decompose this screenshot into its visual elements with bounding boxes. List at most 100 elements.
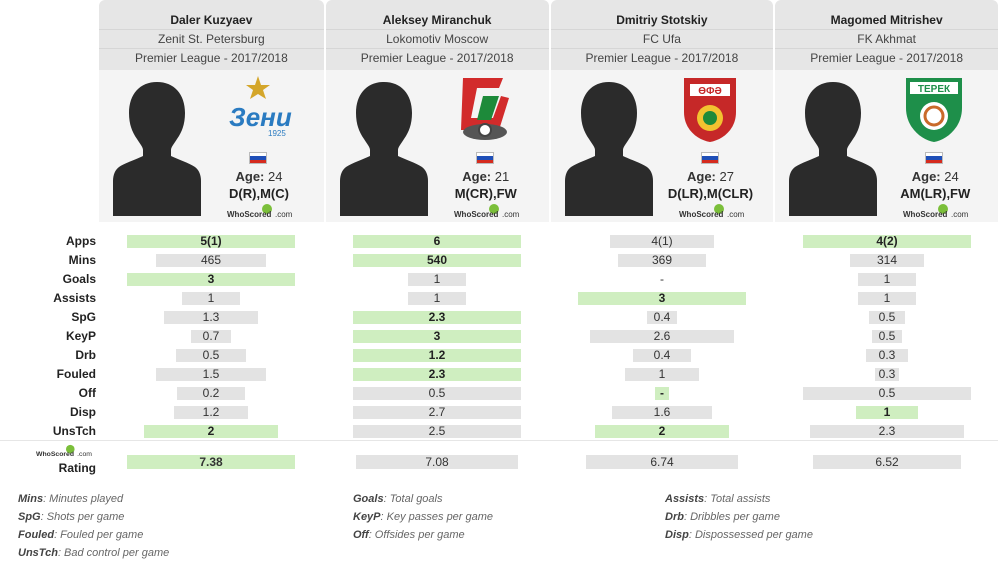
player-age: Age: 24 — [911, 169, 959, 184]
stat-value: 1 — [658, 367, 666, 381]
stat-label: Fouled — [56, 367, 96, 381]
ws-prefix: WhoScored — [454, 210, 499, 219]
player-name[interactable]: Dmitriy Stotskiy — [616, 13, 708, 27]
stat-label: Assists — [53, 291, 96, 305]
player-team[interactable]: Lokomotiv Moscow — [325, 29, 549, 48]
player-silhouette-icon — [339, 76, 428, 216]
player-card: Age: 21 M(CR),FW WhoScored .com — [325, 70, 549, 222]
stat-value: 1.6 — [653, 405, 671, 419]
stat-value: 2 — [658, 424, 666, 438]
stat-cell: 0.5 — [325, 384, 549, 403]
stat-label: Mins — [68, 253, 96, 267]
stat-cell: 1.2 — [325, 346, 549, 365]
akhmat-logo-icon[interactable]: ТЕРЕК — [900, 74, 968, 144]
stat-cell: 3 — [550, 289, 774, 308]
player-name[interactable]: Aleksey Miranchuk — [382, 13, 492, 27]
stat-value: 3 — [433, 329, 441, 343]
stat-cell: 2 — [550, 422, 774, 441]
stat-row: Apps 5(1) 6 4(1) 4(2) — [0, 232, 998, 251]
stat-label: Apps — [66, 234, 96, 248]
legend-item: Off: Offsides per game — [353, 529, 465, 541]
stat-row: KeyP 0.7 3 2.6 0.5 — [0, 327, 998, 346]
stat-cell: 1 — [325, 289, 549, 308]
player-team[interactable]: FK Akhmat — [775, 29, 998, 48]
stat-value: 1 — [883, 291, 891, 305]
player-header: Aleksey Miranchuk Lokomotiv Moscow Premier… — [325, 0, 549, 70]
rating-value: 6.52 — [875, 455, 899, 469]
stat-cell: 2.3 — [325, 365, 549, 384]
legend-item: Disp: Dispossessed per game — [665, 529, 813, 541]
stat-cell: 1 — [325, 270, 549, 289]
stat-cell: 1 — [550, 365, 774, 384]
rating-row: WhoScored .com Rating 7.38 7.08 6.74 6.52 — [0, 440, 998, 478]
stat-value: 1.5 — [202, 367, 220, 381]
player-column: Aleksey Miranchuk Lokomotiv Moscow Premier… — [323, 0, 549, 228]
player-team[interactable]: Zenit St. Petersburg — [99, 29, 324, 48]
player-team[interactable]: FC Ufa — [550, 29, 774, 48]
stat-bar — [618, 254, 706, 267]
stat-cell: 1.3 — [99, 308, 323, 327]
stat-value: 2.3 — [428, 310, 446, 324]
stat-bar — [182, 292, 240, 305]
stat-cell: 0.5 — [99, 346, 323, 365]
stat-value: 0.4 — [653, 310, 671, 324]
player-name[interactable]: Magomed Mitrishev — [830, 13, 943, 27]
ws-prefix: WhoScored — [227, 210, 272, 219]
stat-bar — [174, 406, 248, 419]
player-silhouette-icon — [789, 76, 878, 216]
stat-cell: 540 — [325, 251, 549, 270]
stat-bar — [633, 349, 691, 362]
stat-bar — [809, 425, 965, 438]
rating-value: 6.74 — [650, 455, 674, 469]
player-name[interactable]: Daler Kuzyaev — [170, 13, 253, 27]
stat-bar — [177, 387, 245, 400]
stat-cell: 1.5 — [99, 365, 323, 384]
whoscored-logo-icon: WhoScored .com — [679, 203, 749, 219]
stat-value: 1.3 — [202, 310, 220, 324]
stat-bar — [803, 235, 971, 248]
stat-cell: 0.3 — [775, 346, 998, 365]
stat-bar — [611, 406, 713, 419]
player-positions: M(CR),FW — [454, 186, 517, 201]
stat-value: 3 — [658, 291, 666, 305]
stat-label: UnsTch — [52, 424, 96, 438]
stat-bar — [594, 425, 730, 438]
stat-cell: 0.5 — [775, 384, 998, 403]
zenit-logo-icon[interactable]: Зенит1925 — [224, 74, 315, 144]
stat-bar — [353, 406, 521, 419]
stat-cell: 3 — [99, 270, 323, 289]
stat-cell: 2.7 — [325, 403, 549, 422]
stat-label: SpG — [71, 310, 96, 324]
russia-flag-icon — [475, 152, 494, 164]
ws-suffix: .com — [727, 210, 745, 219]
lokomotiv-logo-icon[interactable] — [451, 74, 519, 144]
rating-bar — [127, 455, 295, 469]
stat-bar — [578, 292, 746, 305]
stat-row: Mins 465 540 369 314 — [0, 251, 998, 270]
stat-label: Disp — [69, 405, 96, 419]
player-age: Age: 21 — [462, 169, 510, 184]
ufa-logo-icon[interactable]: ӨФӘ — [676, 74, 744, 144]
stat-cell: 4(2) — [775, 232, 998, 251]
stat-cell: 0.7 — [99, 327, 323, 346]
stat-row: UnsTch 2 2.5 2 2.3 — [0, 422, 998, 441]
ws-prefix: WhoScored — [903, 210, 948, 219]
player-header: Dmitriy Stotskiy FC Ufa Premier League - 2… — [550, 0, 774, 70]
stat-value: 369 — [651, 253, 673, 267]
stat-row: Assists 1 1 3 1 — [0, 289, 998, 308]
stat-value: 0.5 — [878, 310, 896, 324]
stat-value: 2.3 — [878, 424, 896, 438]
stat-bar — [155, 368, 267, 381]
stat-label: Goals — [62, 272, 96, 286]
stat-value: 314 — [876, 253, 898, 267]
rating-value: 7.08 — [425, 455, 449, 469]
legend-item: Fouled: Fouled per game — [18, 529, 144, 541]
stat-bar — [866, 349, 908, 362]
stat-value: 0.5 — [428, 386, 446, 400]
stat-value: 4(1) — [651, 234, 673, 248]
player-positions: D(LR),M(CLR) — [667, 186, 754, 201]
player-header: Magomed Mitrishev FK Akhmat Premier League… — [775, 0, 998, 70]
stat-bar — [875, 368, 899, 381]
legend-column: Assists: Total assists Drb: Dribbles per … — [665, 490, 813, 544]
stat-bar — [353, 349, 521, 362]
